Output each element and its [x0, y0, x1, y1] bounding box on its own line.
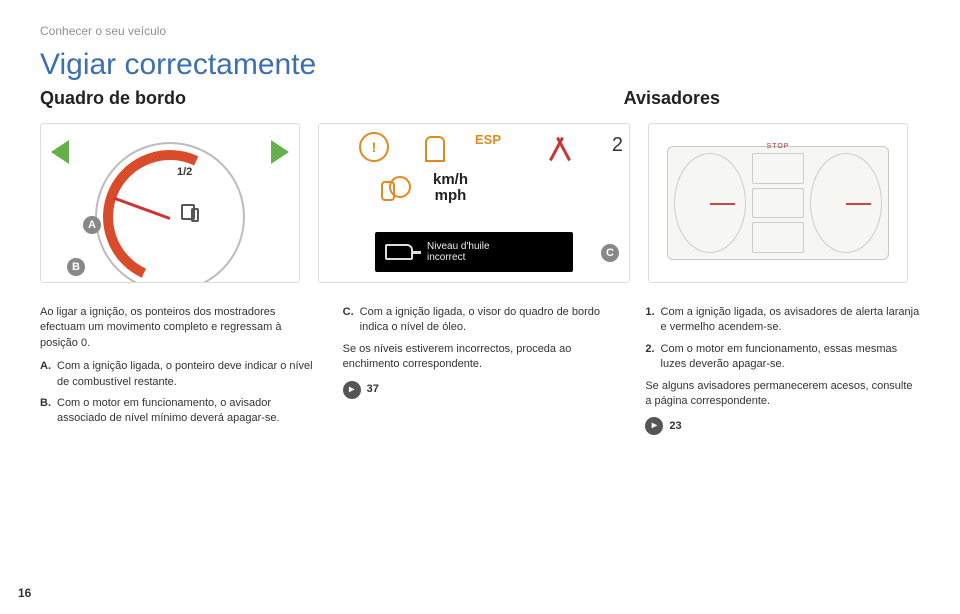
column-2: C. Com a ignição ligada, o visor do quad…: [343, 305, 618, 435]
oil-level-display: Niveau d'huile incorrect: [375, 232, 573, 272]
seatbelt-icon: [549, 136, 571, 162]
col3-note: Se alguns avisadores permanecerem acesos…: [645, 379, 920, 410]
unit-mph: mph: [433, 188, 468, 204]
speed-unit-label: km/h mph: [433, 172, 468, 204]
col2-item-c: C. Com a ignição ligada, o visor do quad…: [343, 305, 618, 336]
turn-signal-left-icon: [51, 140, 69, 164]
reference-icon: ▸: [645, 417, 663, 435]
dial-left-icon: [674, 153, 746, 253]
col3-2-text: Com o motor em funcionamento, essas mesm…: [661, 342, 920, 373]
illustration-row: 1/2 1 A B ! ESP 2 km/h mph Niveau d'huil…: [40, 123, 920, 283]
oil-line2: incorrect: [427, 252, 490, 263]
col3-1-key: 1.: [645, 305, 654, 336]
subtitle-left: Quadro de bordo: [40, 88, 186, 109]
col1-b-key: B.: [40, 396, 51, 427]
label-badge-a: A: [83, 216, 101, 234]
esp-label: ESP: [475, 132, 501, 147]
col1-b-text: Com o motor em funcionamento, o avisador…: [57, 396, 315, 427]
warning-panel: ! ESP 2 km/h mph Niveau d'huile incorrec…: [318, 123, 630, 283]
label-badge-c: C: [601, 244, 619, 262]
breadcrumb: Conhecer o seu veículo: [40, 24, 920, 38]
col3-item-1: 1. Com a ignição ligada, os avisadores d…: [645, 305, 920, 336]
col2-ref-number: 37: [367, 382, 379, 397]
oil-can-icon: [385, 244, 413, 260]
dial-right-icon: [810, 153, 882, 253]
reference-icon: ▸: [343, 381, 361, 399]
col2-c-key: C.: [343, 305, 354, 336]
cluster-panel: STOP: [648, 123, 908, 283]
col1-intro: Ao ligar a ignição, os ponteiros dos mos…: [40, 305, 315, 351]
col3-ref-number: 23: [669, 419, 681, 434]
page-title: Vigiar correctamente: [40, 48, 920, 82]
col2-c-text: Com a ignição ligada, o visor do quadro …: [360, 305, 618, 336]
center-screen-icon: [752, 153, 804, 253]
col1-a-key: A.: [40, 359, 51, 390]
col3-reference: ▸ 23: [645, 417, 920, 435]
col3-2-key: 2.: [645, 342, 654, 373]
fuel-gauge: 1/2 1: [95, 142, 245, 283]
col1-item-a: A. Com a ignição ligada, o ponteiro deve…: [40, 359, 315, 390]
oil-message: Niveau d'huile incorrect: [427, 241, 490, 263]
label-badge-b: B: [67, 258, 85, 276]
turn-signal-right-icon: [271, 140, 289, 164]
airbag-icon: [389, 176, 411, 198]
oil-line1: Niveau d'huile: [427, 241, 490, 252]
column-3: 1. Com a ignição ligada, os avisadores d…: [645, 305, 920, 435]
page-number: 16: [18, 586, 31, 600]
unit-kmh: km/h: [433, 172, 468, 188]
gauge-tick-one: 1: [219, 154, 225, 166]
text-columns: Ao ligar a ignição, os ponteiros dos mos…: [40, 305, 920, 435]
subtitle-right: Avisadores: [624, 88, 720, 109]
col1-item-b: B. Com o motor em funcionamento, o avisa…: [40, 396, 315, 427]
exclaim-circle-icon: !: [359, 132, 389, 162]
gauge-panel: 1/2 1 A B: [40, 123, 300, 283]
col2-note: Se os níveis estiverem incorrectos, proc…: [343, 342, 618, 373]
passenger-icon: [425, 136, 445, 162]
col1-a-text: Com a ignição ligada, o ponteiro deve in…: [57, 359, 315, 390]
fuel-pump-icon: [181, 204, 195, 220]
col2-reference: ▸ 37: [343, 381, 618, 399]
instrument-cluster-icon: STOP: [667, 146, 889, 260]
subtitle-row: Quadro de bordo Avisadores: [40, 88, 920, 109]
col3-1-text: Com a ignição ligada, os avisadores de a…: [661, 305, 920, 336]
gauge-tick-half: 1/2: [177, 166, 192, 178]
warning-exclaim-icon: !: [359, 132, 389, 162]
stop-label: STOP: [767, 143, 790, 150]
column-1: Ao ligar a ignição, os ponteiros dos mos…: [40, 305, 315, 435]
col3-item-2: 2. Com o motor em funcionamento, essas m…: [645, 342, 920, 373]
digit-two: 2: [612, 134, 623, 157]
